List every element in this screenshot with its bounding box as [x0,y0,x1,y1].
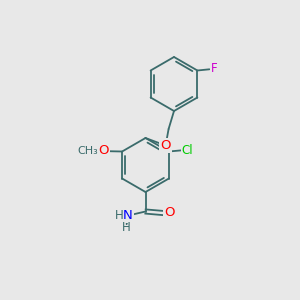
Text: H: H [115,208,124,222]
Text: O: O [98,144,109,158]
Text: F: F [211,62,217,76]
Text: CH₃: CH₃ [77,146,98,157]
Text: N: N [123,208,133,222]
Text: O: O [160,139,171,152]
Text: O: O [164,206,175,220]
Text: H: H [122,221,131,234]
Text: Cl: Cl [182,143,193,157]
